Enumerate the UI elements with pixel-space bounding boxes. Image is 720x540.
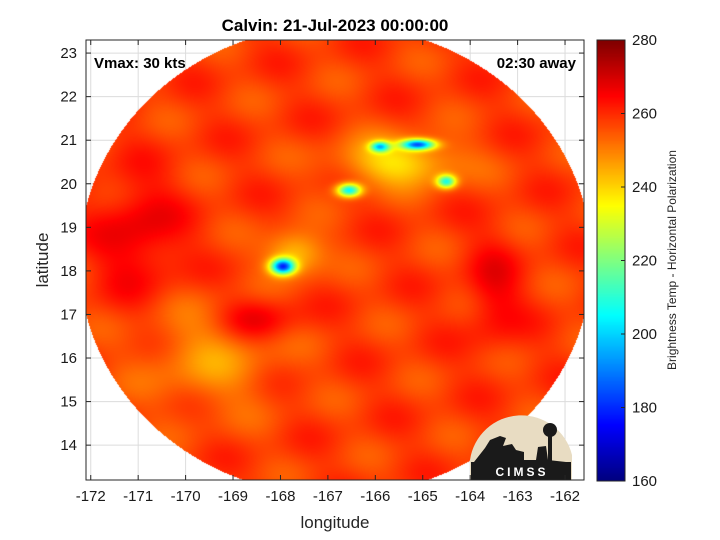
x-tick-label: -172 bbox=[76, 488, 106, 505]
colorbar-tick-label: 160 bbox=[632, 473, 657, 490]
y-tick-label: 18 bbox=[60, 263, 77, 280]
colorbar-tick-label: 240 bbox=[632, 179, 657, 196]
y-axis-ticks: 14 15 16 17 18 19 20 21 22 23 bbox=[60, 45, 584, 454]
y-tick-label: 17 bbox=[60, 306, 77, 323]
y-tick-label: 19 bbox=[60, 219, 77, 236]
x-tick-label: -164 bbox=[455, 488, 485, 505]
y-tick-label: 16 bbox=[60, 350, 77, 367]
x-tick-label: -171 bbox=[123, 488, 153, 505]
colorbar-tick-label: 180 bbox=[632, 400, 657, 417]
colorbar-tick-label: 200 bbox=[632, 326, 657, 343]
x-tick-label: -165 bbox=[408, 488, 438, 505]
vmax-annotation: Vmax: 30 kts bbox=[94, 55, 186, 72]
x-axis-label: longitude bbox=[300, 513, 369, 532]
cimss-logo: CIMSS bbox=[470, 415, 572, 480]
y-tick-label: 22 bbox=[60, 89, 77, 106]
plot-frame bbox=[85, 39, 585, 481]
x-tick-label: -166 bbox=[360, 488, 390, 505]
chart-title: Calvin: 21-Jul-2023 00:00:00 bbox=[222, 16, 449, 35]
x-tick-label: -169 bbox=[218, 488, 248, 505]
x-tick-label: -170 bbox=[171, 488, 201, 505]
x-axis-ticks: -172 -171 -170 -169 -168 -167 -166 -165 -164 -163… bbox=[76, 40, 580, 505]
logo-text-band bbox=[471, 462, 571, 480]
logo-water-tower bbox=[543, 423, 557, 437]
y-tick-label: 23 bbox=[60, 45, 77, 62]
colorbar-ticks: 160 180 200 220 240 260 280 bbox=[621, 32, 657, 490]
y-axis-label: latitude bbox=[33, 233, 52, 288]
x-tick-label: -168 bbox=[265, 488, 295, 505]
x-tick-label: -162 bbox=[550, 488, 580, 505]
plot-area: CIMSS Vmax: 30 kts 02:30 away bbox=[85, 39, 585, 481]
colorbar-label: Brightness Temp - Horizontal Polarizatio… bbox=[665, 150, 679, 370]
time-away-annotation: 02:30 away bbox=[497, 55, 577, 72]
x-tick-label: -167 bbox=[313, 488, 343, 505]
x-tick-label: -163 bbox=[503, 488, 533, 505]
y-tick-label: 21 bbox=[60, 132, 77, 149]
y-tick-label: 20 bbox=[60, 176, 77, 193]
y-tick-label: 14 bbox=[60, 437, 77, 454]
colorbar-tick-label: 280 bbox=[632, 32, 657, 49]
colorbar: 160 180 200 220 240 260 280 Brightness Temp - … bbox=[596, 32, 679, 490]
colorbar-tick-label: 220 bbox=[632, 253, 657, 270]
colorbar-tick-label: 260 bbox=[632, 106, 657, 123]
brightness-temperature-swath bbox=[86, 40, 584, 480]
logo-silhouette bbox=[474, 436, 570, 470]
logo-text: CIMSS bbox=[495, 465, 548, 479]
logo-tower-leg bbox=[548, 436, 552, 462]
y-tick-label: 15 bbox=[60, 394, 77, 411]
colorbar-gradient bbox=[597, 40, 625, 481]
